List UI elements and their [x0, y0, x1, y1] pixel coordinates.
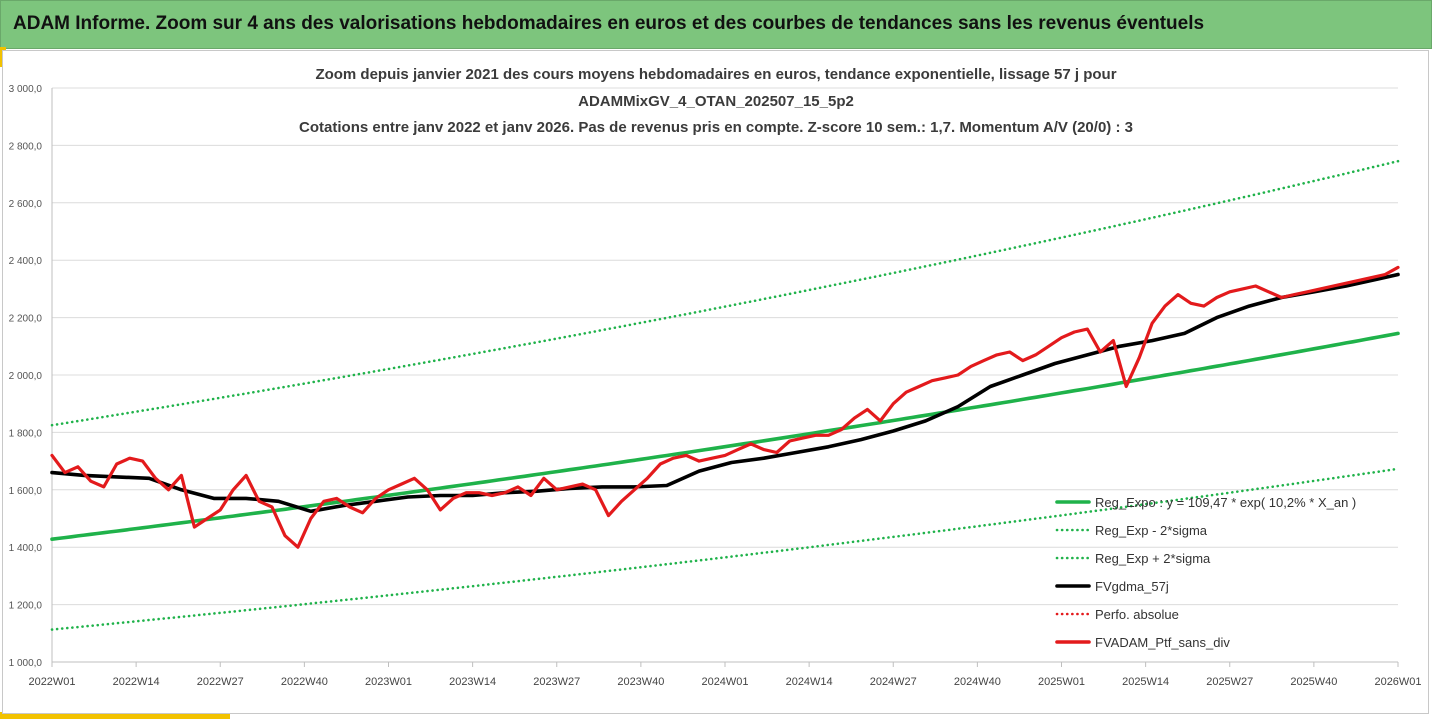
y-tick-label: 2 000,0 [9, 371, 43, 382]
x-tick-label: 2022W40 [281, 676, 328, 688]
legend-label-2: Reg_Exp - 2*sigma [1095, 523, 1208, 538]
x-tick-label: 2024W40 [954, 676, 1001, 688]
x-tick-label: 2023W40 [617, 676, 664, 688]
x-tick-label: 2023W14 [449, 676, 496, 688]
x-tick-label: 2025W14 [1122, 676, 1169, 688]
x-tick-label: 2022W01 [28, 676, 75, 688]
y-tick-label: 2 600,0 [9, 199, 43, 210]
y-tick-label: 3 000,0 [9, 84, 43, 95]
chart-title-line-2: ADAMMixGV_4_OTAN_202507_15_5p2 [578, 93, 854, 110]
y-tick-label: 2 400,0 [9, 256, 43, 267]
y-tick-label: 1 000,0 [9, 658, 43, 669]
x-tick-label: 2022W27 [197, 676, 244, 688]
legend-label-6: FVADAM_Ptf_sans_div [1095, 635, 1230, 650]
series-line-2 [50, 467, 1400, 631]
y-tick-label: 2 200,0 [9, 314, 43, 325]
x-tick-label: 2024W01 [701, 676, 748, 688]
x-tick-label: 2024W14 [786, 676, 833, 688]
x-tick-label: 2022W14 [113, 676, 160, 688]
legend-label-4: FVgdma_57j [1095, 579, 1169, 594]
x-tick-label: 2023W01 [365, 676, 412, 688]
y-tick-label: 1 200,0 [9, 601, 43, 612]
legend-label-3: Reg_Exp + 2*sigma [1095, 551, 1211, 566]
report-banner: ADAM Informe. Zoom sur 4 ans des valoris… [0, 0, 1432, 49]
accent-bar-bottom [0, 712, 230, 719]
x-tick-label: 2025W40 [1290, 676, 1337, 688]
series-line-3 [50, 159, 1400, 427]
x-tick-label: 2026W01 [1374, 676, 1421, 688]
y-tick-label: 2 800,0 [9, 141, 43, 152]
banner-title: ADAM Informe. Zoom sur 4 ans des valoris… [13, 13, 1205, 34]
x-tick-label: 2024W27 [870, 676, 917, 688]
y-tick-label: 1 800,0 [9, 428, 43, 439]
series-line-4 [50, 272, 1400, 514]
series-line-1 [50, 331, 1400, 542]
x-tick-label: 2023W27 [533, 676, 580, 688]
chart-frame [2, 50, 1429, 714]
x-tick-label: 2025W01 [1038, 676, 1085, 688]
legend-label-1: Reg_Expo : y = 109,47 * exp( 10,2% * X_a… [1095, 495, 1356, 510]
series-line-6 [50, 265, 1400, 549]
legend-label-5: Perfo. absolue [1095, 607, 1179, 622]
y-tick-label: 1 600,0 [9, 486, 43, 497]
chart-title-line-1: Zoom depuis janvier 2021 des cours moyen… [315, 66, 1117, 83]
x-tick-label: 2025W27 [1206, 676, 1253, 688]
chart-title-line-3: Cotations entre janv 2022 et janv 2026. … [299, 119, 1133, 136]
y-tick-label: 1 400,0 [9, 543, 43, 554]
